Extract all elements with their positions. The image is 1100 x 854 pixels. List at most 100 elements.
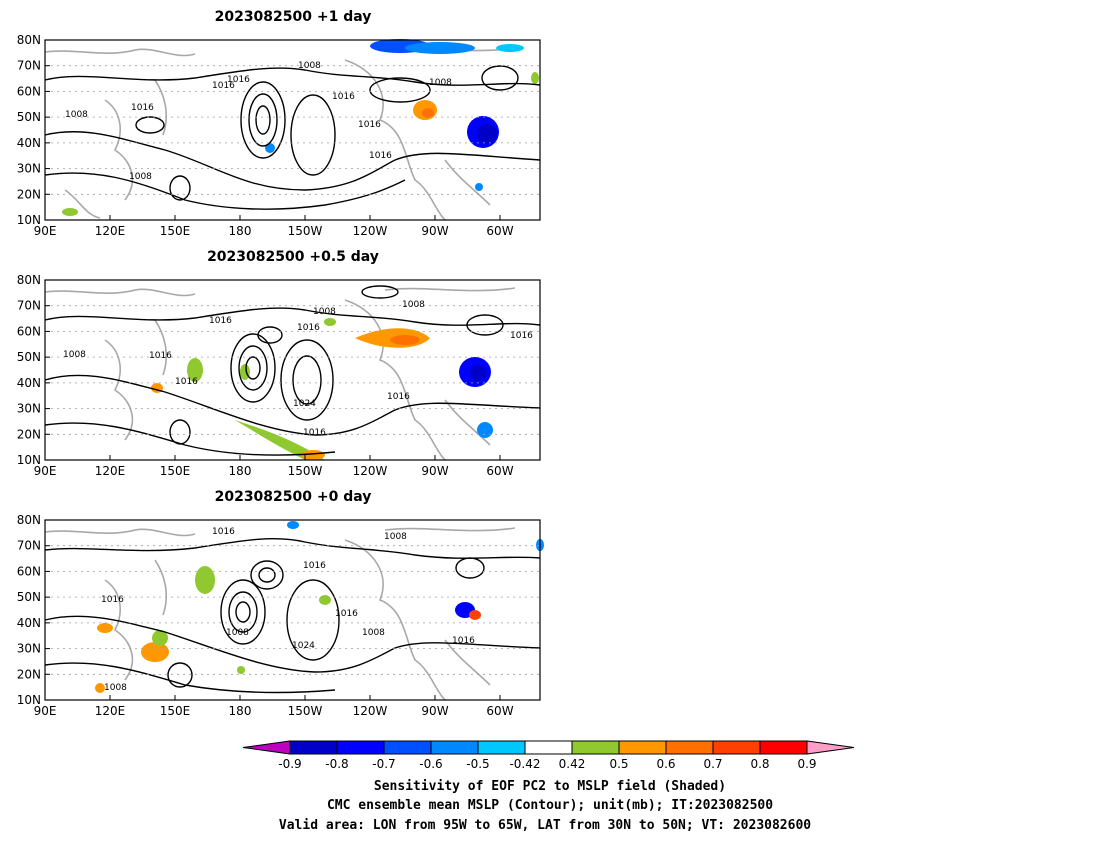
colorbar-label: 0.9 bbox=[797, 757, 816, 771]
lat-tick-label: 30N bbox=[17, 162, 41, 176]
contour-label: 1016 bbox=[212, 527, 235, 537]
lat-tick-label: 60N bbox=[17, 84, 41, 98]
lat-tick-label: 50N bbox=[17, 590, 41, 604]
contour-labels: 1008 1016 1016 1016 1016 1008 1008 1016 … bbox=[65, 61, 452, 182]
colorbar-swatch bbox=[430, 740, 479, 755]
contour-label: 1016 bbox=[452, 636, 475, 646]
lon-tick-label: 120W bbox=[353, 464, 388, 478]
lat-tick-label: 80N bbox=[17, 513, 41, 527]
contour-label: 1008 bbox=[226, 628, 249, 638]
colorbar-label: -0.5 bbox=[466, 757, 489, 771]
contour-label: 1016 bbox=[209, 316, 232, 326]
lon-tick-label: 90W bbox=[421, 224, 448, 238]
lon-tick-label: 120W bbox=[353, 704, 388, 718]
contour-label: 1008 bbox=[129, 172, 152, 182]
lon-tick-label: 60W bbox=[486, 464, 513, 478]
mslp-contours bbox=[44, 537, 541, 694]
lat-tick-label: 70N bbox=[17, 539, 41, 553]
contour-label: 1016 bbox=[131, 103, 154, 113]
panel-title: 2023082500 +0.5 day bbox=[207, 249, 379, 265]
mslp-contours bbox=[44, 65, 541, 210]
caption: Sensitivity of EOF PC2 to MSLP field (Sh… bbox=[279, 779, 811, 833]
lon-tick-label: 120E bbox=[95, 704, 126, 718]
colorbar-swatch bbox=[336, 740, 385, 755]
colorbar-label: 0.5 bbox=[609, 757, 628, 771]
colorbar-swatch bbox=[289, 740, 338, 755]
panel-title: 2023082500 +1 day bbox=[215, 9, 372, 25]
contour-label: 1016 bbox=[369, 151, 392, 161]
coastlines bbox=[44, 287, 516, 461]
colorbar-swatch bbox=[524, 740, 573, 755]
colorbar-label: 0.42 bbox=[559, 757, 586, 771]
lat-tick-label: 40N bbox=[17, 376, 41, 390]
sensitivity-shading bbox=[95, 521, 544, 693]
lon-tick-label: 150E bbox=[160, 704, 191, 718]
colorbar-label: -0.7 bbox=[372, 757, 395, 771]
contour-label: 1008 bbox=[313, 307, 336, 317]
lon-tick-label: 180 bbox=[229, 704, 252, 718]
colorbar-low-extend bbox=[242, 740, 291, 755]
lon-tick-label: 90W bbox=[421, 704, 448, 718]
contour-label: 1016 bbox=[303, 428, 326, 438]
lat-tick-label: 70N bbox=[17, 59, 41, 73]
map-frame bbox=[44, 519, 541, 701]
contour-label: 1016 bbox=[297, 323, 320, 333]
colorbar-label: 0.8 bbox=[750, 757, 769, 771]
lat-tick-label: 40N bbox=[17, 616, 41, 630]
contour-label: 1008 bbox=[65, 110, 88, 120]
contour-label: 1024 bbox=[292, 641, 315, 651]
contour-label: 1016 bbox=[332, 92, 355, 102]
colorbar-swatch bbox=[477, 740, 526, 755]
lon-tick-label: 180 bbox=[229, 224, 252, 238]
lon-tick-label: 120E bbox=[95, 464, 126, 478]
lon-tick-label: 90E bbox=[34, 704, 57, 718]
contour-label: 1008 bbox=[104, 683, 127, 693]
colorbar-label: -0.42 bbox=[509, 757, 540, 771]
gridlines bbox=[45, 545, 540, 675]
lat-tick-label: 20N bbox=[17, 667, 41, 681]
colorbar-label: -0.6 bbox=[419, 757, 442, 771]
sensitivity-shading bbox=[62, 39, 539, 216]
map-panel-plus-0.5-day: 2023082500 +0.5 day bbox=[44, 249, 541, 461]
lat-tick-label: 40N bbox=[17, 136, 41, 150]
contour-label: 1016 bbox=[387, 392, 410, 402]
lon-tick-label: 90E bbox=[34, 224, 57, 238]
lat-tick-label: 50N bbox=[17, 110, 41, 124]
contour-labels: 1016 1008 1016 1016 1008 1024 1016 1008 … bbox=[101, 527, 475, 693]
lon-tick-label: 150E bbox=[160, 224, 191, 238]
lat-tick-label: 80N bbox=[17, 33, 41, 47]
lon-tick-label: 120E bbox=[95, 224, 126, 238]
map-frame bbox=[44, 39, 541, 221]
lon-tick-label: 60W bbox=[486, 224, 513, 238]
contour-label: 1016 bbox=[101, 595, 124, 605]
colorbar-swatch bbox=[383, 740, 432, 755]
contour-label: 1016 bbox=[149, 351, 172, 361]
lon-tick-label: 180 bbox=[229, 464, 252, 478]
contour-label: 1008 bbox=[362, 628, 385, 638]
lon-tick-label: 90E bbox=[34, 464, 57, 478]
lat-tick-label: 10N bbox=[17, 693, 41, 707]
lat-tick-label: 20N bbox=[17, 187, 41, 201]
contour-label: 1008 bbox=[402, 300, 425, 310]
lon-tick-label: 150W bbox=[288, 464, 323, 478]
colorbar-swatch bbox=[618, 740, 667, 755]
map-panel-plus-1-day: 2023082500 +1 day bbox=[44, 9, 541, 221]
contour-label: 1016 bbox=[175, 377, 198, 387]
colorbar-swatch bbox=[712, 740, 761, 755]
contour-label: 1016 bbox=[212, 81, 235, 91]
lat-tick-label: 60N bbox=[17, 324, 41, 338]
lat-tick-label: 20N bbox=[17, 427, 41, 441]
contour-label: 1008 bbox=[429, 78, 452, 88]
gridlines bbox=[45, 65, 540, 195]
lon-tick-label: 150W bbox=[288, 224, 323, 238]
lon-tick-label: 150E bbox=[160, 464, 191, 478]
coastlines bbox=[44, 527, 516, 701]
contour-labels: 1008 1016 1016 1016 1008 1016 1024 1016 … bbox=[63, 300, 533, 438]
contour-label: 1016 bbox=[335, 609, 358, 619]
contour-label: 1024 bbox=[293, 399, 316, 409]
lat-tick-label: 70N bbox=[17, 299, 41, 313]
caption-line-2: CMC ensemble mean MSLP (Contour); unit(m… bbox=[327, 798, 773, 813]
colorbar-label: 0.7 bbox=[703, 757, 722, 771]
